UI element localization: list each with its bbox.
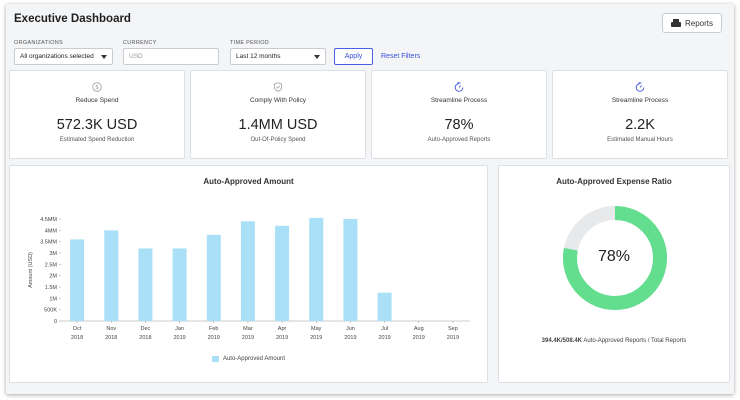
auto-approved-amount-panel: 0 500K 1M 1.5M 2M 2.5M 3M 3.5MM 4MM 4.5MM Amount (… (9, 165, 488, 383)
chart-title: Auto-Approved Expense Ratio (556, 177, 672, 186)
kpi-value: 1.4MM USD (238, 117, 318, 133)
time-period-label: TIME PERIOD (230, 40, 270, 46)
kpi-card-manual-hours: Streamline Process 2.2K Estimated Manual… (552, 70, 728, 159)
auto-approved-amount-chart: 0 500K 1M 1.5M 2M 2.5M 3M 3.5MM 4MM 4.5MM Amount (… (28, 217, 470, 341)
kpi-label: Streamline Process (430, 97, 488, 104)
chevron-down-icon (314, 55, 320, 59)
printer-icon (670, 19, 681, 27)
dollar-circle-icon: $ (92, 82, 102, 92)
ratio-caption: Auto-Approved Reports / Total Reports (583, 338, 687, 344)
reset-filters-link[interactable]: Reset Filters (381, 53, 421, 60)
ratio-footer: 394.4K/508.4K Auto-Approved Reports / To… (499, 338, 729, 344)
bar[interactable] (70, 239, 85, 321)
chevron-down-icon (101, 55, 107, 59)
kpi-label: Comply With Policy (250, 97, 306, 104)
bar[interactable] (172, 248, 187, 321)
y-tick-label: 1M (49, 296, 57, 302)
organizations-select[interactable]: All organizations selected (14, 48, 113, 65)
kpi-card-reduce-spend: $ Reduce Spend 572.3K USD Estimated Spen… (9, 70, 185, 159)
x-tick-label: Sep 2019 (447, 326, 459, 341)
x-tick-label: Apr 2019 (276, 326, 288, 341)
shield-check-icon (273, 82, 283, 92)
svg-text:$: $ (95, 84, 99, 91)
kpi-subtext: Out-Of-Policy Spend (250, 137, 306, 143)
kpi-label: Streamline Process (611, 97, 669, 104)
bar[interactable] (377, 292, 392, 321)
y-tick-label: 3M (49, 251, 57, 257)
kpi-subtext: Auto-Approved Reports (427, 137, 491, 143)
bar[interactable] (138, 248, 153, 321)
x-tick-label: Nov 2018 (105, 326, 117, 341)
y-tick-label: 1.5M (45, 285, 58, 291)
organizations-value: All organizations selected (20, 53, 94, 60)
kpi-value: 572.3K USD (56, 117, 138, 133)
donut-slice-auto-approved[interactable] (563, 206, 667, 310)
expense-ratio-panel: Auto-Approved Expense Ratio 78% 394.4K/5… (498, 165, 730, 383)
bar[interactable] (104, 230, 119, 321)
bar[interactable] (206, 234, 221, 321)
x-tick-label: Jun 2019 (344, 326, 356, 341)
y-tick-label: 500K (44, 308, 57, 314)
y-tick-label: 0 (54, 319, 57, 325)
ratio-counts: 394.4K/508.4K (541, 338, 583, 344)
y-tick-label: 4.5MM (40, 217, 57, 223)
page-title: Executive Dashboard (14, 13, 131, 25)
y-axis-label: Amount (USD) (28, 252, 34, 288)
bar[interactable] (275, 225, 290, 321)
x-tick-label: Mar 2019 (242, 326, 254, 341)
chart-title: Auto-Approved Amount (203, 177, 294, 186)
speed-timer-icon (635, 82, 645, 92)
reports-button[interactable]: Reports (662, 13, 722, 33)
bar[interactable] (343, 219, 358, 321)
y-tick-label: 2.5M (45, 262, 58, 268)
reports-button-label: Reports (684, 18, 713, 28)
bar[interactable] (240, 221, 255, 321)
kpi-card-auto-approved: Streamline Process 78% Auto-Approved Rep… (371, 70, 547, 159)
currency-placeholder: USD (129, 53, 143, 60)
kpi-card-comply-policy: Comply With Policy 1.4MM USD Out-Of-Poli… (190, 70, 366, 159)
x-tick-label: Feb 2019 (208, 326, 220, 341)
apply-button[interactable]: Apply (334, 48, 373, 65)
currency-label: CURRENCY (123, 40, 157, 46)
legend-swatch (211, 356, 219, 362)
organizations-label: ORGANIZATIONS (14, 40, 64, 46)
kpi-value: 2.2K (625, 117, 655, 133)
y-tick-label: 4MM (45, 228, 58, 234)
kpi-subtext: Estimated Manual Hours (607, 137, 673, 143)
chart-legend: Auto-Approved Amount (10, 356, 487, 362)
expense-ratio-donut (563, 206, 667, 310)
kpi-label: Reduce Spend (75, 97, 119, 104)
bar[interactable] (309, 217, 324, 321)
donut-center-value: 78% (597, 248, 631, 265)
legend-label: Auto-Approved Amount (222, 356, 286, 362)
time-period-value: Last 12 months (236, 53, 281, 60)
x-tick-label: Aug 2019 (413, 326, 425, 341)
time-period-select[interactable]: Last 12 months (230, 48, 326, 65)
currency-input[interactable]: USD (123, 48, 219, 65)
x-tick-label: May 2019 (310, 326, 322, 341)
speed-timer-icon (454, 82, 464, 92)
y-tick-label: 3.5MM (40, 240, 57, 246)
x-tick-label: Oct 2018 (71, 326, 83, 341)
dashboard-page: Executive Dashboard Reports ORGANIZATION… (6, 4, 734, 394)
x-tick-label: Jul 2019 (378, 326, 390, 341)
x-tick-label: Dec 2018 (139, 326, 151, 341)
kpi-value: 78% (444, 117, 474, 133)
y-tick-label: 2M (49, 274, 57, 280)
x-tick-label: Jan 2019 (173, 326, 185, 341)
kpi-subtext: Estimated Spend Reduction (59, 137, 135, 143)
